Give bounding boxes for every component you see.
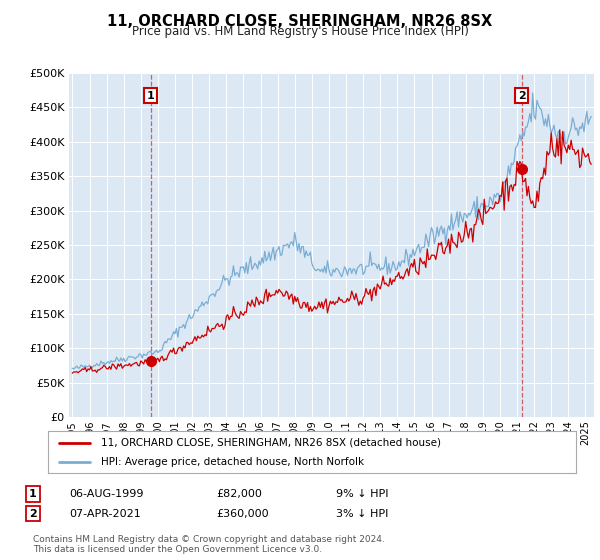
Text: 1: 1 [29,489,37,499]
Text: Contains HM Land Registry data © Crown copyright and database right 2024.
This d: Contains HM Land Registry data © Crown c… [33,535,385,554]
Text: 11, ORCHARD CLOSE, SHERINGHAM, NR26 8SX: 11, ORCHARD CLOSE, SHERINGHAM, NR26 8SX [107,14,493,29]
Text: 1: 1 [147,91,155,101]
Text: 06-AUG-1999: 06-AUG-1999 [69,489,143,499]
Text: 9% ↓ HPI: 9% ↓ HPI [336,489,389,499]
Text: £360,000: £360,000 [216,508,269,519]
Text: Price paid vs. HM Land Registry's House Price Index (HPI): Price paid vs. HM Land Registry's House … [131,25,469,38]
Text: HPI: Average price, detached house, North Norfolk: HPI: Average price, detached house, Nort… [101,457,364,467]
Text: 3% ↓ HPI: 3% ↓ HPI [336,508,388,519]
Text: 2: 2 [518,91,526,101]
Text: 07-APR-2021: 07-APR-2021 [69,508,141,519]
Text: 11, ORCHARD CLOSE, SHERINGHAM, NR26 8SX (detached house): 11, ORCHARD CLOSE, SHERINGHAM, NR26 8SX … [101,437,441,447]
Text: £82,000: £82,000 [216,489,262,499]
Text: 2: 2 [29,508,37,519]
